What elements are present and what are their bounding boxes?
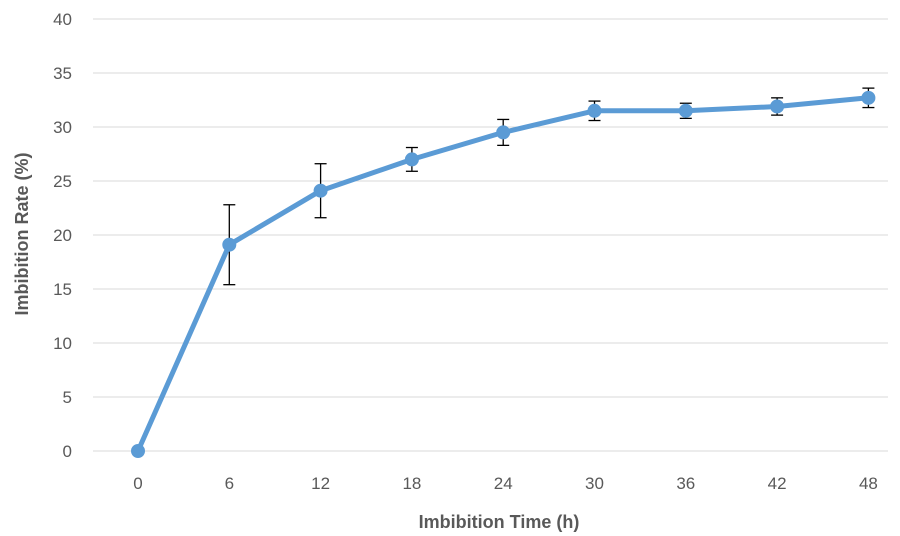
- data-point: [222, 237, 237, 252]
- y-tick-label: 0: [63, 442, 72, 461]
- x-axis-title: Imbibition Time (h): [419, 512, 580, 532]
- y-tick-label: 40: [53, 10, 72, 29]
- data-point: [770, 99, 785, 114]
- data-point: [678, 103, 693, 118]
- y-axis-title: Imbibition Rate (%): [12, 153, 32, 316]
- x-tick-label: 30: [585, 474, 604, 493]
- data-series: [131, 90, 876, 458]
- x-tick-label: 6: [225, 474, 234, 493]
- series-line: [135, 95, 871, 454]
- data-point: [404, 152, 419, 167]
- y-tick-label: 30: [53, 118, 72, 137]
- y-tick-label: 25: [53, 172, 72, 191]
- x-tick-label: 18: [402, 474, 421, 493]
- y-tick-label: 5: [63, 388, 72, 407]
- y-tick-labels: 0 5 10 15 20 25 30 35 40: [53, 10, 72, 461]
- data-point: [587, 103, 602, 118]
- x-tick-label: 12: [311, 474, 330, 493]
- x-tick-labels: 0 6 12 18 24 30 36 42 48: [133, 474, 878, 493]
- data-point: [313, 183, 328, 198]
- y-tick-label: 35: [53, 64, 72, 83]
- data-point: [131, 444, 145, 458]
- data-point: [496, 125, 511, 140]
- x-tick-label: 0: [133, 474, 142, 493]
- x-tick-label: 42: [768, 474, 787, 493]
- x-tick-label: 36: [676, 474, 695, 493]
- x-tick-label: 24: [494, 474, 513, 493]
- gridlines: [93, 18, 888, 452]
- y-tick-label: 10: [53, 334, 72, 353]
- y-tick-label: 15: [53, 280, 72, 299]
- data-point: [861, 90, 876, 105]
- x-tick-label: 48: [859, 474, 878, 493]
- y-tick-label: 20: [53, 226, 72, 245]
